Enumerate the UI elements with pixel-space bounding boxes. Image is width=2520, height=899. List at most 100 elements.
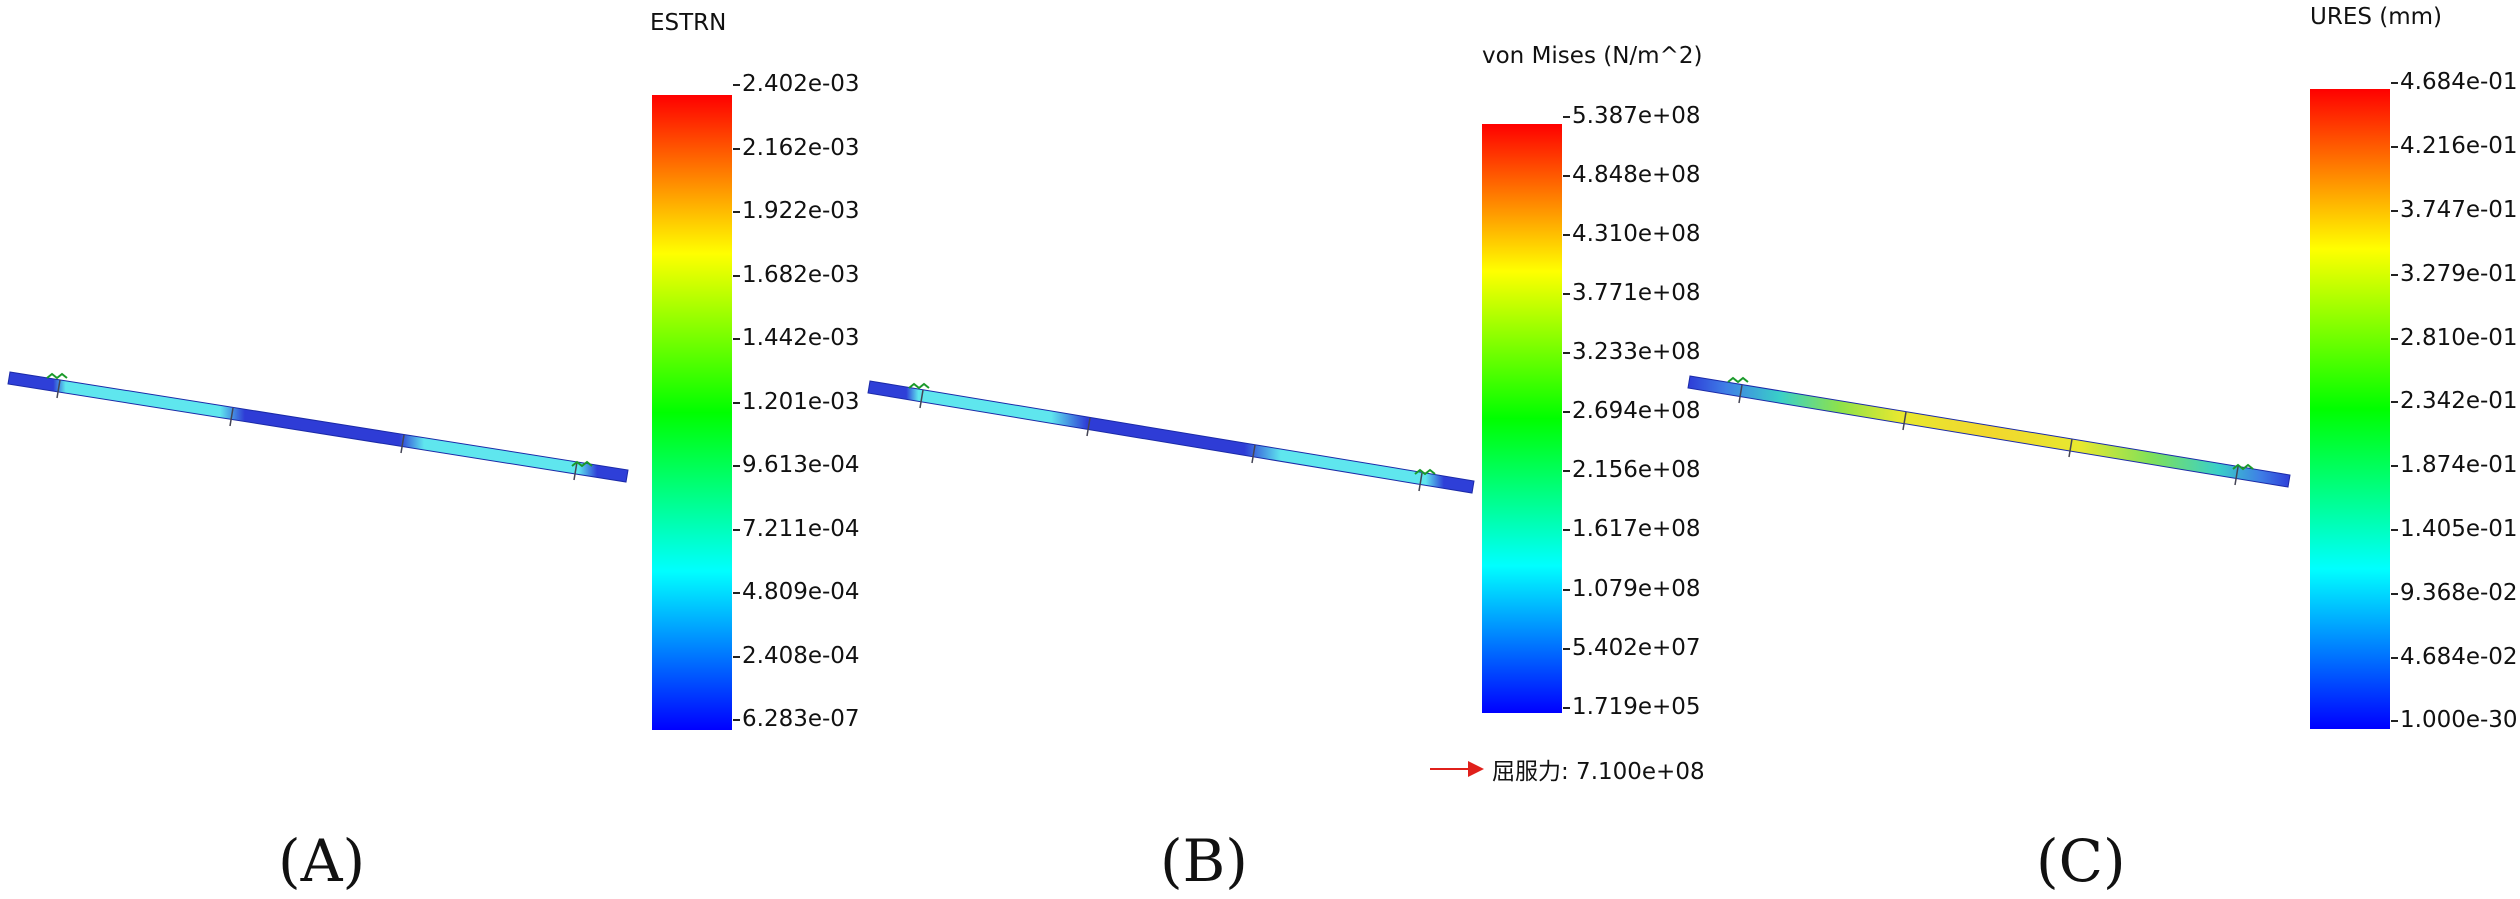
legend-tick-mark [1563,116,1570,118]
legend-tick-label: 4.310e+08 [1572,221,1701,247]
legend-tick-label: 9.613e-04 [742,452,860,478]
legend-tick-mark [733,211,740,213]
legend-tick-mark [2391,593,2398,595]
legend-tick-label: 2.810e-01 [2400,325,2518,351]
legend-tick-label: 1.617e+08 [1572,516,1701,542]
legend-tick-label: 1.201e-03 [742,389,860,415]
legend-tick-mark [2391,465,2398,467]
legend-tick-label: 2.408e-04 [742,643,860,669]
legend-tick-mark [2391,529,2398,531]
beam-model [7,371,629,483]
beam-section-mark [229,407,234,427]
beam-section-mark [1738,384,1743,404]
legend-tick-mark [2391,401,2398,403]
legend-tick-label: 4.848e+08 [1572,162,1701,188]
legend-tick-mark [1563,529,1570,531]
beam-body [7,371,629,483]
legend-tick-mark [733,275,740,277]
color-scale-bar [652,95,732,730]
beam-section-mark [573,461,578,481]
legend-tick-label: 1.719e+05 [1572,694,1701,720]
legend-tick-label: 2.694e+08 [1572,398,1701,424]
beam-section-mark [400,434,405,454]
legend-tick-label: 9.368e-02 [2400,580,2518,606]
beam-model [867,380,1475,494]
beam-section-mark [56,379,61,399]
panel-caption: (A) [278,827,366,895]
beam-section-mark [1086,417,1091,437]
legend-tick-mark [2391,720,2398,722]
legend-tick-mark [1563,470,1570,472]
legend-title: ESTRN [650,10,727,36]
legend-tick-mark [1563,352,1570,354]
legend-tick-mark [2391,82,2398,84]
color-scale-bar [2310,89,2390,729]
legend-tick-label: 4.684e-01 [2400,69,2518,95]
legend-tick-label: 2.342e-01 [2400,388,2518,414]
beam-section-mark [919,389,924,409]
legend-tick-label: 4.216e-01 [2400,133,2518,159]
legend-tick-mark [1563,234,1570,236]
legend-tick-mark [733,529,740,531]
yield-strength-marker: 屈服力: 7.100e+08 [1428,752,1705,786]
legend-tick-label: 7.211e-04 [742,516,860,542]
beam-body [1687,375,2291,488]
yield-arrow-icon [1430,761,1484,777]
legend-tick-mark [733,656,740,658]
legend-tick-mark [733,402,740,404]
legend-tick-mark [733,84,740,86]
legend-tick-mark [1563,175,1570,177]
legend-tick-label: 1.000e-30 [2400,707,2518,733]
legend-tick-mark [733,465,740,467]
beam-section-mark [1251,444,1256,464]
panel-b: von Mises (N/m^2) 5.387e+08 4.848e+08 4.… [860,0,1705,899]
legend-tick-label: 3.747e-01 [2400,197,2518,223]
legend-tick-label: 3.233e+08 [1572,339,1701,365]
legend-tick-mark [733,338,740,340]
legend-tick-label: 2.162e-03 [742,135,860,161]
legend-tick-mark [733,592,740,594]
color-scale-bar [1482,124,1562,713]
panel-caption: (B) [1160,827,1248,895]
legend-tick-mark [2391,210,2398,212]
legend-tick-label: 1.405e-01 [2400,516,2518,542]
panel-a: ESTRN 2.402e-03 2.162e-03 1.922e-03 1.68… [0,0,860,899]
legend-tick-label: 1.079e+08 [1572,576,1701,602]
legend-tick-mark [1563,293,1570,295]
fixture-icon [1727,376,2254,471]
legend-tick-label: 1.442e-03 [742,325,860,351]
beam-section-mark [2068,438,2073,458]
legend-tick-mark [2391,274,2398,276]
legend-title: von Mises (N/m^2) [1482,43,1703,69]
legend-tick-mark [733,148,740,150]
beam-model [1687,375,2291,488]
legend-tick-label: 3.279e-01 [2400,261,2518,287]
panel-c: URES (mm) 4.684e-01 4.216e-01 3.747e-01 … [1687,0,2520,899]
legend-tick-label: 4.684e-02 [2400,644,2518,670]
legend-tick-label: 1.922e-03 [742,198,860,224]
legend-tick-mark [2391,338,2398,340]
legend-tick-label: 6.283e-07 [742,706,860,732]
legend-tick-label: 1.682e-03 [742,262,860,288]
legend-tick-label: 2.156e+08 [1572,457,1701,483]
legend-tick-label: 4.809e-04 [742,579,860,605]
fixture-icon [46,372,593,468]
beam-body [867,380,1475,494]
legend-tick-mark [1563,707,1570,709]
legend-tick-label: 1.874e-01 [2400,452,2518,478]
legend-tick-label: 2.402e-03 [742,71,860,97]
legend-tick-mark [1563,648,1570,650]
legend-tick-mark [2391,146,2398,148]
beam-section-mark [1902,411,1907,431]
beam-section-mark [1418,472,1423,492]
beam-section-mark [2234,466,2239,486]
legend-tick-mark [1563,589,1570,591]
legend-tick-mark [2391,657,2398,659]
legend-tick-mark [733,719,740,721]
legend-tick-mark [1563,411,1570,413]
yield-strength-label: 屈服力: 7.100e+08 [1492,759,1705,785]
legend-tick-label: 5.387e+08 [1572,103,1701,129]
fixture-icon [908,382,1436,476]
legend-tick-label: 3.771e+08 [1572,280,1701,306]
panel-caption: (C) [2036,827,2126,895]
